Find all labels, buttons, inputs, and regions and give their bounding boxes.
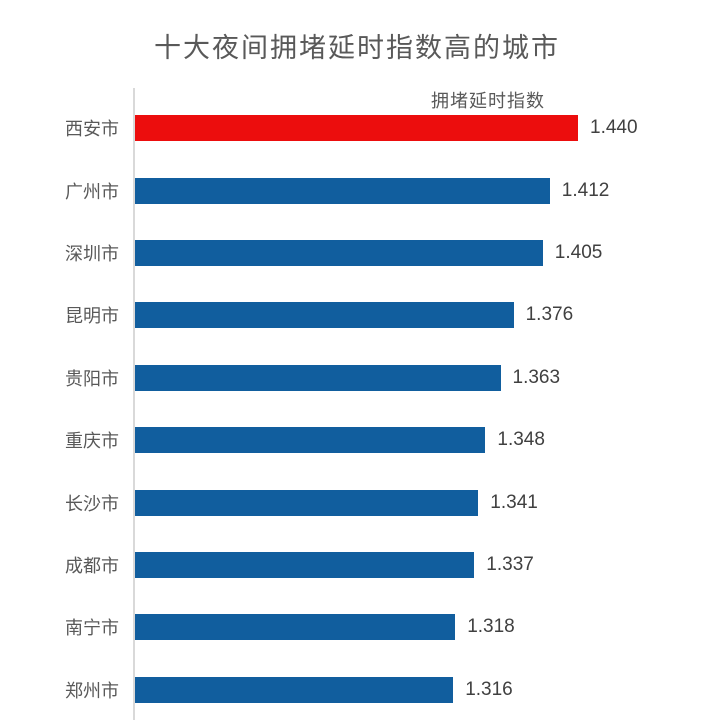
value-label: 1.405 xyxy=(554,241,603,263)
value-label: 1.318 xyxy=(467,616,515,638)
value-label: 1.341 xyxy=(490,491,538,513)
bar-row: 西安市 1.440 xyxy=(0,97,714,159)
chart-title: 十大夜间拥堵延时指数高的城市 xyxy=(154,33,560,63)
bar xyxy=(135,676,454,703)
category-label: 贵阳市 xyxy=(65,368,119,389)
category-label: 深圳市 xyxy=(65,243,119,264)
value-label: 1.348 xyxy=(497,429,545,451)
bar xyxy=(135,177,550,204)
bar-row: 郑州市 1.316 xyxy=(0,659,714,720)
category-axis-line xyxy=(133,88,135,720)
category-label: 西安市 xyxy=(65,119,119,140)
bar xyxy=(135,302,514,329)
bars-container: 西安市 1.440 广州市 1.412 深圳市 1.405 昆明市 1.376 贵阳市 1.363… xyxy=(0,97,714,720)
category-label: 成都市 xyxy=(65,555,119,576)
bar-row: 深圳市 1.405 xyxy=(0,222,714,284)
category-label: 重庆市 xyxy=(65,431,119,452)
bar-row: 重庆市 1.348 xyxy=(0,409,714,471)
bar-row: 广州市 1.412 xyxy=(0,159,714,221)
value-label: 1.440 xyxy=(590,117,638,139)
value-label: 1.337 xyxy=(486,553,534,575)
bar xyxy=(135,614,456,641)
bar xyxy=(135,239,543,266)
bar-row: 长沙市 1.341 xyxy=(0,471,714,533)
bar-row: 贵阳市 1.363 xyxy=(0,347,714,409)
bar-highlighted xyxy=(135,115,578,142)
bar xyxy=(135,427,486,454)
value-label: 1.376 xyxy=(525,304,574,326)
bar-row: 成都市 1.337 xyxy=(0,534,714,596)
series-label: 拥堵延时指数 xyxy=(431,91,545,111)
bar xyxy=(135,489,479,516)
value-label: 1.316 xyxy=(465,678,513,700)
category-label: 南宁市 xyxy=(65,618,119,639)
value-label: 1.363 xyxy=(512,366,561,388)
category-label: 昆明市 xyxy=(65,306,119,327)
bar xyxy=(135,364,501,391)
category-label: 广州市 xyxy=(65,181,119,202)
bar xyxy=(135,551,475,578)
category-label: 长沙市 xyxy=(65,493,119,514)
category-label: 郑州市 xyxy=(65,680,119,701)
value-label: 1.412 xyxy=(561,179,610,201)
bar-row: 南宁市 1.318 xyxy=(0,596,714,658)
bar-row: 昆明市 1.376 xyxy=(0,284,714,346)
